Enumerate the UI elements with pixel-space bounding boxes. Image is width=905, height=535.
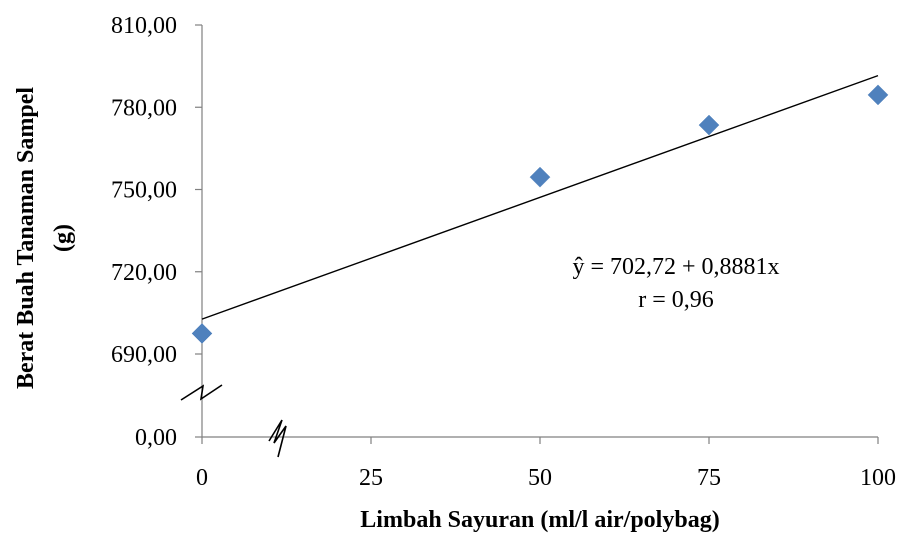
data-point [698, 114, 720, 136]
y-axis-title: Berat Buah Tanaman Sampel [13, 87, 39, 389]
y-tick-label: 810,00 [111, 13, 177, 39]
data-points [191, 84, 889, 344]
x-tick-label: 75 [697, 465, 721, 491]
y-tick-label: 750,00 [111, 178, 177, 204]
x-tick-label: 50 [528, 465, 552, 491]
x-axis-title: Limbah Sayuran (ml/l air/polybag) [360, 507, 719, 533]
y-tick-label: 0,00 [135, 425, 177, 451]
axis-breaks [180, 384, 287, 458]
y-tick-label: 720,00 [111, 260, 177, 286]
y-axis-break-mark [180, 384, 223, 401]
y-axis-ticks: 0,00 690,00 720,00 750,00 780,00 810,00 [111, 13, 202, 451]
y-tick-label: 690,00 [111, 342, 177, 368]
data-point [529, 166, 551, 188]
x-axis-break-mark [268, 419, 287, 458]
data-point [191, 323, 213, 344]
x-tick-label: 100 [860, 465, 896, 491]
trendline [201, 74, 879, 320]
x-axis-ticks: 0 25 50 75 100 [196, 437, 896, 491]
data-point [867, 84, 889, 106]
x-tick-label: 25 [359, 465, 383, 491]
y-axis-title-unit: (g) [50, 224, 76, 252]
y-tick-label: 780,00 [111, 95, 177, 121]
x-tick-label: 0 [196, 465, 208, 491]
trendline-group [201, 74, 879, 320]
axes [201, 25, 878, 438]
correlation-coefficient: r = 0,96 [638, 287, 714, 313]
regression-equation: ŷ = 702,72 + 0,8881x [572, 254, 779, 280]
